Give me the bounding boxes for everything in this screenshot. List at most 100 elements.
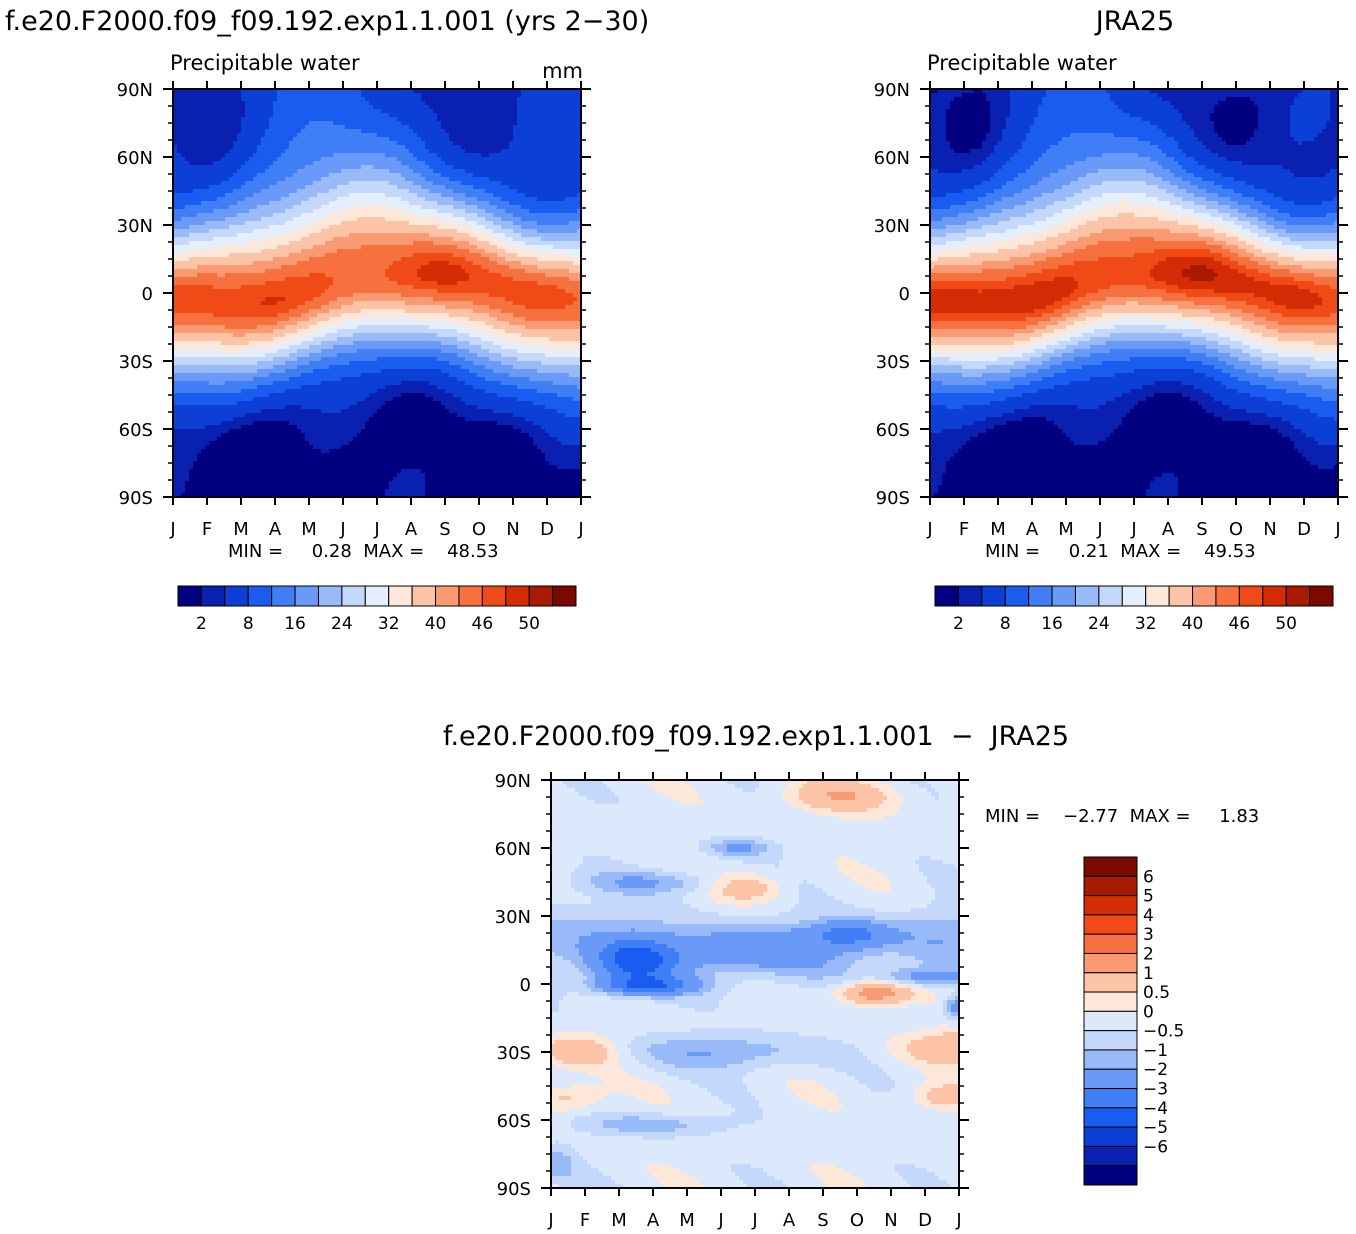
heatmap-cell: [401, 125, 406, 130]
heatmap-cell: [433, 205, 438, 210]
heatmap-cell: [481, 109, 486, 114]
heatmap-cell: [481, 281, 486, 286]
heatmap-cell: [517, 281, 522, 286]
heatmap-cell: [357, 141, 362, 146]
heatmap-cell: [437, 137, 442, 142]
heatmap-cell: [509, 189, 514, 194]
heatmap-cell: [565, 193, 570, 198]
heatmap-cell: [529, 277, 534, 282]
heatmap-cell: [285, 169, 290, 174]
heatmap-cell: [377, 213, 382, 218]
heatmap-cell: [313, 105, 318, 110]
heatmap-cell: [337, 221, 342, 226]
heatmap-cell: [305, 177, 310, 182]
heatmap-cell: [309, 169, 314, 174]
heatmap-cell: [477, 169, 482, 174]
heatmap-cell: [413, 125, 418, 130]
heatmap-cell: [189, 113, 194, 118]
heatmap-cell: [573, 101, 578, 106]
heatmap-cell: [345, 237, 350, 242]
heatmap-cell: [421, 129, 426, 134]
heatmap-cell: [197, 205, 202, 210]
heatmap-cell: [561, 165, 566, 170]
heatmap-cell: [221, 149, 226, 154]
heatmap-cell: [217, 197, 222, 202]
heatmap-cell: [557, 193, 562, 198]
heatmap-cell: [477, 265, 482, 270]
heatmap-cell: [329, 217, 334, 222]
heatmap-cell: [177, 257, 182, 262]
heatmap-cell: [465, 213, 470, 218]
heatmap-cell: [401, 209, 406, 214]
heatmap-cell: [521, 101, 526, 106]
heatmap-cell: [265, 125, 270, 130]
heatmap-cell: [249, 125, 254, 130]
heatmap-cell: [365, 205, 370, 210]
heatmap-cell: [213, 233, 218, 238]
heatmap-cell: [465, 141, 470, 146]
heatmap-cell: [553, 213, 558, 218]
heatmap-cell: [553, 169, 558, 174]
heatmap-cell: [333, 269, 338, 274]
heatmap-cell: [229, 241, 234, 246]
heatmap-cell: [385, 137, 390, 142]
heatmap-cell: [425, 249, 430, 254]
heatmap-cell: [393, 117, 398, 122]
heatmap-cell: [277, 109, 282, 114]
heatmap-cell: [469, 145, 474, 150]
heatmap-cell: [545, 137, 550, 142]
heatmap-cell: [341, 249, 346, 254]
heatmap-cell: [361, 209, 366, 214]
heatmap-cell: [465, 225, 470, 230]
heatmap-cell: [505, 233, 510, 238]
heatmap-cell: [569, 217, 574, 222]
heatmap-cell: [201, 93, 206, 98]
heatmap-cell: [205, 149, 210, 154]
heatmap-cell: [257, 105, 262, 110]
heatmap-cell: [545, 277, 550, 282]
heatmap-cell: [413, 121, 418, 126]
heatmap-cell: [341, 177, 346, 182]
heatmap-cell: [509, 125, 514, 130]
heatmap-cell: [449, 125, 454, 130]
heatmap-cell: [549, 237, 554, 242]
heatmap-cell: [521, 145, 526, 150]
heatmap-cell: [237, 121, 242, 126]
heatmap-cell: [389, 205, 394, 210]
heatmap-cell: [217, 181, 222, 186]
heatmap-cell: [253, 125, 258, 130]
heatmap-cell: [349, 97, 354, 102]
heatmap-cell: [441, 117, 446, 122]
heatmap-cell: [409, 149, 414, 154]
heatmap-cell: [461, 101, 466, 106]
heatmap-cell: [313, 197, 318, 202]
heatmap-cell: [221, 253, 226, 258]
heatmap-cell: [249, 145, 254, 150]
heatmap-cell: [429, 249, 434, 254]
heatmap-cell: [325, 229, 330, 234]
heatmap-cell: [361, 137, 366, 142]
heatmap-cell: [533, 265, 538, 270]
heatmap-cell: [465, 205, 470, 210]
heatmap-cell: [473, 277, 478, 282]
heatmap-cell: [441, 129, 446, 134]
heatmap-cell: [285, 209, 290, 214]
heatmap-cell: [505, 277, 510, 282]
heatmap-cell: [229, 201, 234, 206]
heatmap-cell: [397, 177, 402, 182]
heatmap-cell: [573, 193, 578, 198]
heatmap-cell: [281, 201, 286, 206]
heatmap-cell: [205, 145, 210, 150]
heatmap-cell: [341, 233, 346, 238]
heatmap-cell: [241, 221, 246, 226]
heatmap-cell: [489, 181, 494, 186]
heatmap-cell: [193, 189, 198, 194]
heatmap-cell: [425, 233, 430, 238]
heatmap-cell: [285, 149, 290, 154]
heatmap-cell: [573, 253, 578, 258]
heatmap-cell: [437, 125, 442, 130]
heatmap-cell: [337, 245, 342, 250]
heatmap-cell: [313, 249, 318, 254]
heatmap-cell: [513, 161, 518, 166]
heatmap-cell: [317, 193, 322, 198]
